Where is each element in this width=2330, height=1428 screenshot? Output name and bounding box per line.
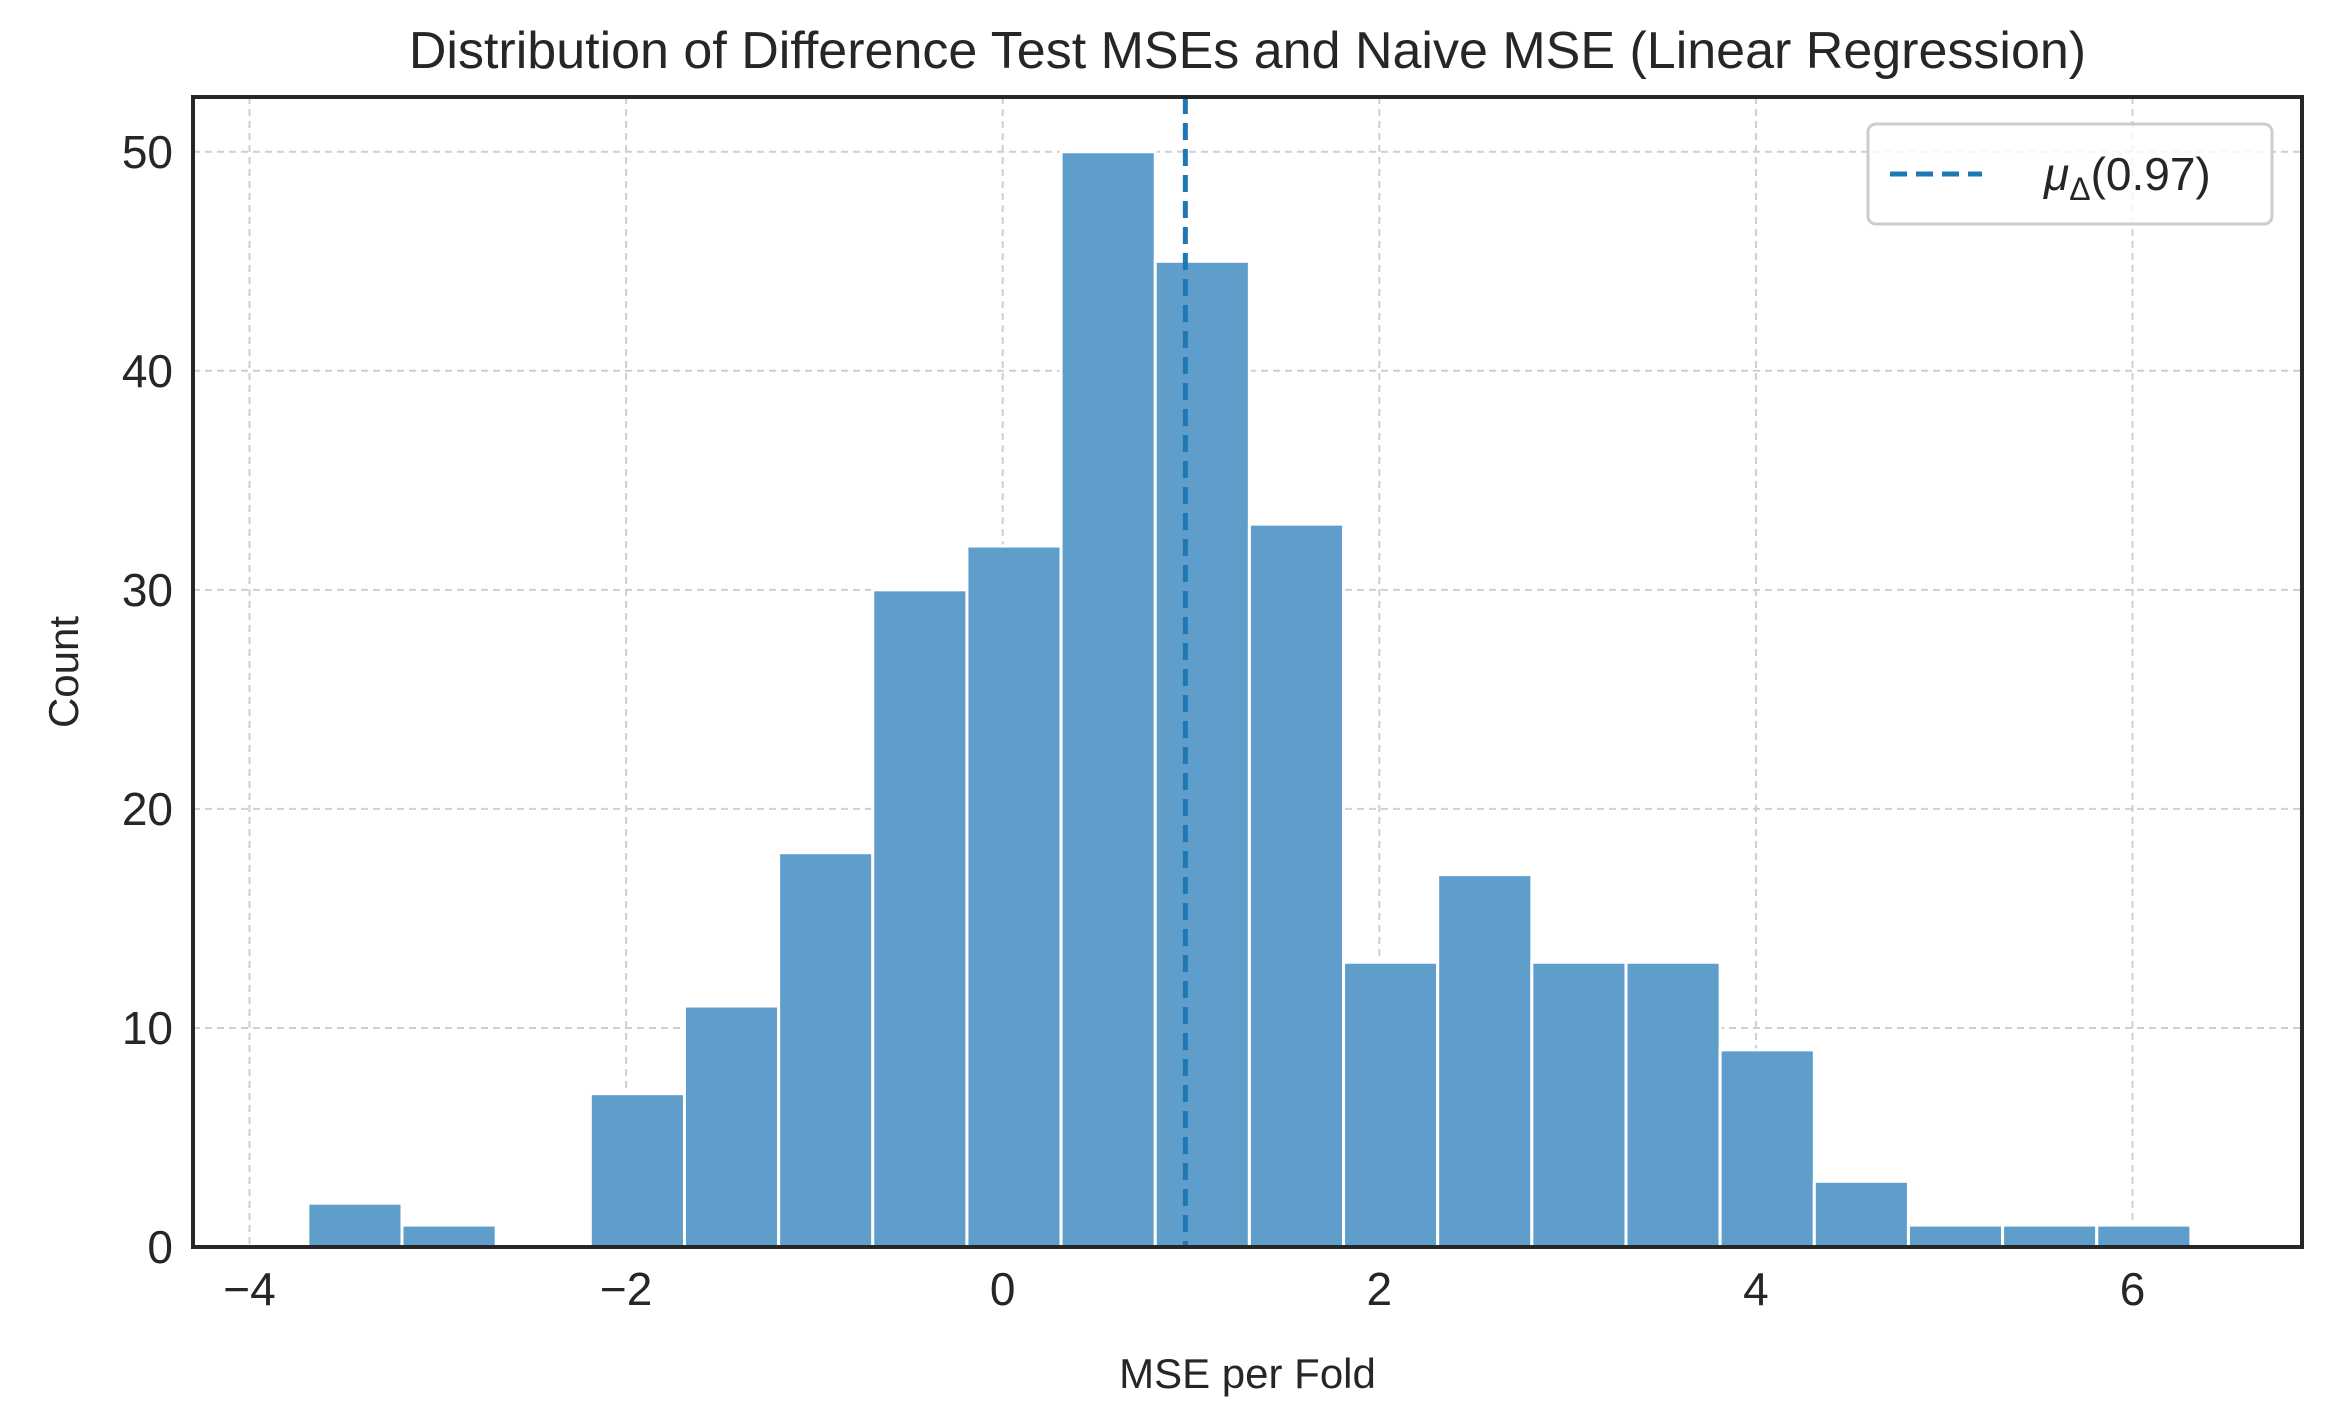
plot-frame xyxy=(191,95,2304,1249)
histogram-bar-15 xyxy=(1718,1048,1816,1249)
x-tick-label-1: −2 xyxy=(600,1263,652,1315)
histogram-bar-10 xyxy=(1247,522,1346,1249)
histogram-bar-6 xyxy=(871,588,969,1249)
legend-value: (0.97) xyxy=(2091,148,2211,200)
histogram-bar-17 xyxy=(1906,1223,2005,1249)
legend-box xyxy=(1866,122,2274,226)
histogram-bar-12 xyxy=(1436,873,1534,1249)
y-tick-label-5: 50 xyxy=(122,126,173,178)
histogram-bar-14 xyxy=(1624,960,1722,1249)
y-tick-label-1: 10 xyxy=(122,1002,173,1054)
histogram-bar-18 xyxy=(2001,1223,2099,1249)
histogram-bar-7 xyxy=(965,544,1063,1249)
histogram-bar-0 xyxy=(306,1201,404,1249)
x-tick-label-0: −4 xyxy=(223,1263,275,1315)
histogram-bar-16 xyxy=(1812,1179,1910,1249)
legend: μΔ(0.97) xyxy=(1866,122,2274,226)
y-tick-label-4: 40 xyxy=(122,345,173,397)
histogram-bar-3 xyxy=(588,1092,686,1249)
x-axis-label: MSE per Fold xyxy=(1119,1350,1376,1397)
histogram-bar-9 xyxy=(1153,259,1251,1249)
y-tick-label-2: 20 xyxy=(122,783,173,835)
histogram-bar-5 xyxy=(777,851,875,1249)
x-tick-label-3: 2 xyxy=(1367,1263,1393,1315)
legend-mu-symbol: μ xyxy=(2043,148,2069,200)
legend-delta-subscript: Δ xyxy=(2069,171,2090,207)
x-tick-label-2: 0 xyxy=(990,1263,1016,1315)
x-tick-label-5: 6 xyxy=(2120,1263,2146,1315)
histogram-bar-8 xyxy=(1059,150,1157,1249)
histogram-bar-1 xyxy=(400,1223,498,1249)
histogram-bar-4 xyxy=(682,1004,781,1249)
histogram-bar-13 xyxy=(1530,960,1628,1249)
x-axis-ticks: −4 −2 0 2 4 6 xyxy=(223,1263,2145,1315)
y-axis-label: Count xyxy=(40,616,87,728)
y-axis-ticks: 0 10 20 30 40 50 xyxy=(122,126,173,1273)
chart-title: Distribution of Difference Test MSEs and… xyxy=(409,22,2086,80)
x-tick-label-4: 4 xyxy=(1743,1263,1769,1315)
histogram-bar-19 xyxy=(2095,1223,2193,1249)
y-tick-label-3: 30 xyxy=(122,564,173,616)
legend-label-mean: μΔ(0.97) xyxy=(2043,148,2211,207)
histogram-bar-11 xyxy=(1342,960,1440,1249)
y-tick-label-0: 0 xyxy=(147,1221,173,1273)
